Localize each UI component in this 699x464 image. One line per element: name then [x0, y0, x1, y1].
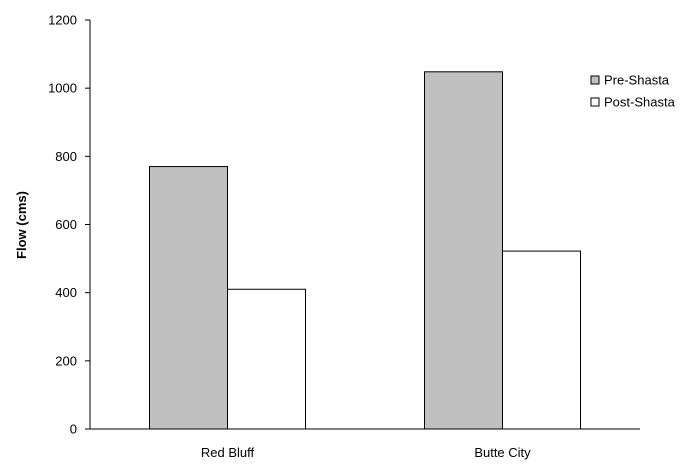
legend-label: Pre-Shasta: [604, 73, 670, 88]
y-tick-label: 400: [55, 285, 77, 300]
bars: [149, 71, 581, 430]
bar-pre-shasta-red-bluff: [149, 166, 228, 430]
bar-pre-shasta-butte-city: [424, 71, 503, 430]
y-axis: 0 200 400 600 800 1000 1200: [48, 13, 91, 437]
legend: Pre-Shasta Post-Shasta: [590, 73, 676, 110]
x-axis: Red Bluff Butte City: [90, 428, 640, 460]
y-tick-label: 1000: [48, 81, 77, 96]
x-tick-label: Butte City: [474, 445, 531, 460]
y-axis-title: Flow (cms): [14, 191, 29, 259]
bar-post-shasta-butte-city: [502, 250, 581, 430]
legend-label: Post-Shasta: [604, 95, 676, 110]
legend-swatch: [590, 97, 600, 107]
y-tick-label: 1200: [48, 13, 77, 28]
bar-post-shasta-red-bluff: [227, 288, 306, 430]
x-tick-label: Red Bluff: [201, 445, 255, 460]
legend-swatch: [590, 75, 600, 85]
y-tick-label: 600: [55, 217, 77, 232]
y-tick-label: 200: [55, 353, 77, 368]
y-tick-label: 800: [55, 149, 77, 164]
y-tick-label: 0: [70, 422, 77, 437]
